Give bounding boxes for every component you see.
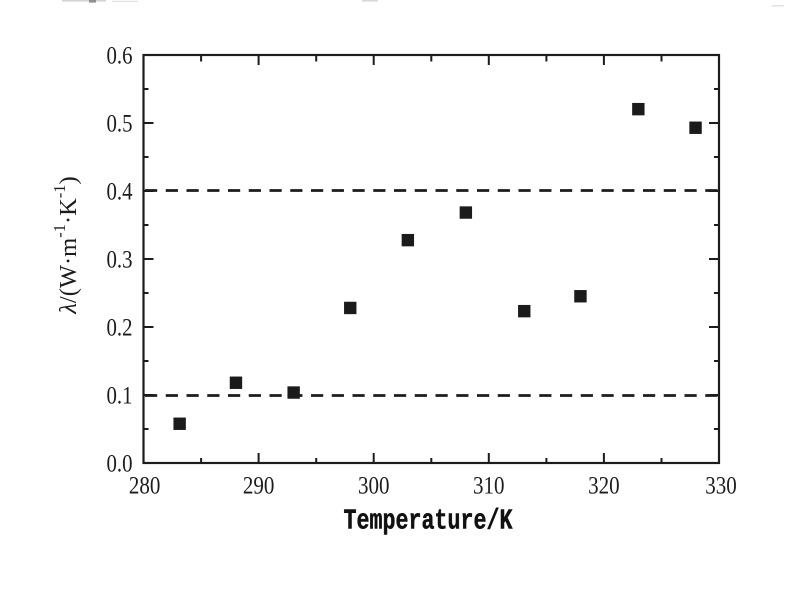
svg-text:280: 280 [129,473,161,500]
svg-text:0.2: 0.2 [107,315,133,342]
svg-text:0.3: 0.3 [107,247,133,274]
svg-text:320: 320 [588,473,620,500]
svg-text:λ/(W·m-1·K-1): λ/(W·m-1·K-1) [50,176,82,314]
svg-text:Temperature/K: Temperature/K [344,505,513,538]
svg-text:0.1: 0.1 [107,383,133,410]
svg-text:310: 310 [473,473,505,500]
svg-text:0.5: 0.5 [107,111,133,138]
svg-text:330: 330 [705,473,737,500]
svg-text:290: 290 [243,473,275,500]
svg-text:0.6: 0.6 [107,43,133,70]
svg-text:300: 300 [358,473,390,500]
svg-text:0.0: 0.0 [107,451,133,478]
svg-text:0.4: 0.4 [107,179,133,206]
